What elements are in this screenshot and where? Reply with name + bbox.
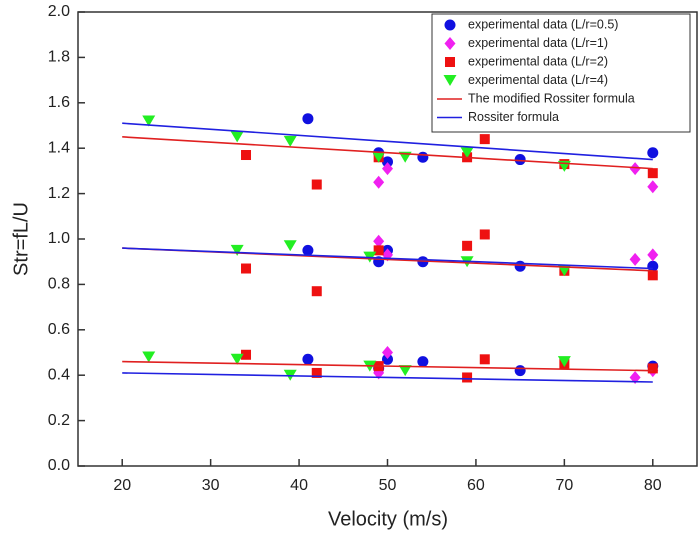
y-tick-label: 1.2 <box>48 185 70 202</box>
point <box>479 229 490 240</box>
point <box>629 370 641 384</box>
y-tick-label: 0.2 <box>48 412 70 429</box>
point <box>479 134 490 145</box>
y-tick-label: 2.0 <box>48 3 70 20</box>
point <box>302 353 314 365</box>
legend-label: experimental data (L/r=1) <box>468 36 608 50</box>
point <box>142 115 156 127</box>
x-tick-label: 70 <box>555 477 573 494</box>
point <box>417 356 429 368</box>
point <box>514 154 526 166</box>
point <box>647 147 659 159</box>
point <box>230 244 244 256</box>
point <box>311 286 322 297</box>
y-tick-label: 1.6 <box>48 94 70 111</box>
legend-label: experimental data (L/r=0.5) <box>468 17 618 31</box>
point <box>382 156 393 168</box>
point <box>557 265 571 277</box>
point <box>311 179 322 190</box>
y-tick-label: 0.6 <box>48 321 70 338</box>
point <box>398 365 412 377</box>
x-tick-label: 30 <box>202 477 220 494</box>
point <box>647 248 659 262</box>
point <box>647 270 658 281</box>
point <box>311 367 322 378</box>
point <box>373 175 385 189</box>
legend-swatch <box>445 57 455 67</box>
point <box>372 151 386 163</box>
x-tick-label: 60 <box>467 477 485 494</box>
legend-swatch <box>444 37 456 50</box>
point <box>241 150 252 161</box>
y-tick-label: 1.4 <box>48 139 70 156</box>
x-tick-label: 40 <box>290 477 308 494</box>
point <box>302 244 314 256</box>
legend-swatch <box>444 19 456 31</box>
y-tick-label: 0.8 <box>48 276 70 293</box>
point <box>241 263 252 274</box>
point <box>647 168 658 179</box>
point <box>241 349 252 360</box>
point <box>302 113 314 125</box>
legend-label: experimental data (L/r=4) <box>468 73 608 87</box>
point <box>382 162 393 176</box>
legend-label: Rossiter formula <box>468 110 559 124</box>
point <box>417 151 429 163</box>
point <box>479 354 490 365</box>
point <box>629 252 641 266</box>
point <box>462 372 473 383</box>
point <box>514 260 526 272</box>
point <box>382 353 393 365</box>
y-tick-label: 0.0 <box>48 457 70 474</box>
point <box>230 353 244 365</box>
fit-line <box>122 122 653 383</box>
point <box>382 248 393 262</box>
point <box>460 147 474 159</box>
x-tick-label: 50 <box>379 477 397 494</box>
point <box>514 365 526 377</box>
x-axis-label: Velocity (m/s) <box>328 508 448 530</box>
y-tick-label: 1.0 <box>48 230 70 247</box>
point <box>647 363 658 374</box>
point <box>647 180 659 194</box>
legend-swatch <box>443 75 457 86</box>
point <box>462 240 473 251</box>
point <box>382 346 393 359</box>
point <box>283 135 297 147</box>
point <box>373 234 385 248</box>
x-tick-label: 80 <box>644 477 662 494</box>
y-axis-label: Str=fL/U <box>10 202 32 276</box>
point <box>142 351 156 363</box>
point <box>283 240 297 252</box>
point <box>557 356 571 368</box>
y-tick-label: 1.8 <box>48 49 70 66</box>
legend-label: The modified Rossiter formula <box>468 91 635 105</box>
point <box>629 162 641 176</box>
x-tick-label: 20 <box>113 477 131 494</box>
y-tick-label: 0.4 <box>48 366 70 383</box>
point <box>230 131 244 143</box>
legend-label: experimental data (L/r=2) <box>468 54 608 68</box>
point <box>373 245 384 256</box>
legend-box <box>431 13 691 133</box>
